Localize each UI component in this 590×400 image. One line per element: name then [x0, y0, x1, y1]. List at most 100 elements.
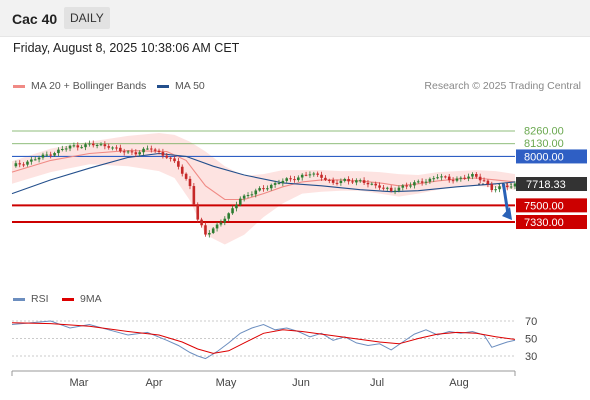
candle-body [327, 179, 331, 181]
candle-body [153, 149, 157, 151]
candle-body [227, 213, 230, 219]
candle-body [370, 183, 374, 185]
level-label-7500.00: 7500.00 [524, 200, 564, 212]
candle-body [99, 144, 103, 146]
candle-body [269, 184, 273, 189]
legend-ma50: MA 50 [157, 80, 205, 92]
ma50-line [11, 152, 516, 195]
candle-body [490, 184, 494, 191]
legend-rsi-label: RSI [31, 293, 49, 305]
candle-body [308, 174, 312, 176]
candle-body [64, 148, 68, 150]
candle-body [76, 145, 80, 148]
candle-body [455, 178, 459, 181]
candle-body [498, 186, 501, 190]
candle-body [61, 149, 64, 151]
candle-body [126, 151, 130, 153]
candle-body [440, 176, 443, 178]
legend-ma20-swatch [13, 84, 25, 88]
level-box-7500.00 [516, 198, 587, 213]
candle-body [362, 180, 366, 183]
candle-body [192, 186, 196, 205]
ma20-line [11, 150, 516, 201]
candle-body [14, 163, 18, 167]
candle-body [467, 176, 470, 179]
candle-body [401, 185, 405, 188]
level-label-8260.00: 8260.00 [524, 126, 564, 138]
candle-body [509, 186, 513, 188]
candle-body [138, 152, 141, 155]
candle-body [26, 161, 29, 165]
last-price-label: 7718.33 [526, 179, 566, 191]
candle-body [80, 147, 83, 149]
candle-body [165, 155, 169, 158]
candle-body [250, 194, 254, 196]
candle-body [459, 177, 463, 179]
x-tick-label-apr: Apr [145, 377, 162, 389]
copyright-text: Research © 2025 Trading Central [424, 80, 581, 92]
candle-body [397, 187, 401, 191]
last-price-box [516, 177, 587, 192]
candle-body [312, 173, 316, 175]
candle-body [331, 180, 335, 183]
candle-body [389, 187, 393, 191]
rsi-9ma-line [11, 322, 516, 354]
candle-body [482, 180, 486, 182]
candle-body [111, 147, 114, 149]
candle-body [242, 195, 246, 199]
candle-body [285, 178, 289, 181]
candle-body [320, 174, 323, 178]
candle-body [420, 181, 424, 183]
candle-body [49, 154, 52, 156]
top-bar: Cac 40 DAILY [0, 0, 590, 37]
candle-body [53, 153, 56, 156]
candle-body [374, 183, 378, 186]
legend-ma20-label: MA 20 + Bollinger Bands [31, 80, 147, 92]
candle-body [231, 208, 234, 214]
x-axis: Mar Apr May Jun Jul Aug [11, 370, 516, 389]
timeframe-button[interactable]: DAILY [64, 7, 110, 29]
forecast-arrow [501, 183, 512, 221]
candle-body [18, 163, 22, 165]
candle-body [413, 182, 416, 186]
candle-body [184, 173, 188, 179]
candle-body [223, 218, 227, 223]
candle-body [188, 178, 192, 187]
candle-body [219, 222, 223, 225]
candle-body [471, 174, 474, 177]
candle-body [405, 185, 408, 187]
candle-body [393, 190, 397, 192]
candle-body [436, 177, 439, 179]
candle-body [432, 178, 436, 180]
candle-body [30, 159, 33, 162]
candle-body [235, 204, 238, 209]
candle-body [262, 188, 265, 190]
candle-body [196, 204, 200, 220]
legend-rsi-swatch [13, 297, 25, 301]
candle-body [208, 232, 211, 235]
x-tick-label-jun: Jun [292, 377, 310, 389]
candle-body [238, 198, 242, 205]
candle-body [478, 176, 482, 181]
candle-body [505, 185, 509, 188]
candle-body [513, 183, 517, 187]
candle-body [33, 159, 37, 161]
candle-body [324, 177, 327, 180]
candle-body [409, 185, 412, 187]
legend-ma50-swatch [157, 84, 169, 88]
candle-body [339, 180, 343, 184]
forecast-arrow-head [502, 207, 512, 221]
price-levels [12, 130, 516, 223]
candle-body [142, 148, 145, 153]
rsi-tick-label: 70 [525, 316, 537, 328]
legend-rsi: RSI [13, 293, 49, 305]
candle-body [386, 187, 389, 189]
candle-body [463, 177, 466, 179]
rsi-panel: 70 50 30 [11, 316, 537, 363]
candle-body [273, 183, 277, 185]
candle-body [134, 152, 138, 155]
candle-body [95, 144, 99, 146]
forecast-arrow-line [501, 183, 510, 215]
candle-body [246, 195, 250, 197]
